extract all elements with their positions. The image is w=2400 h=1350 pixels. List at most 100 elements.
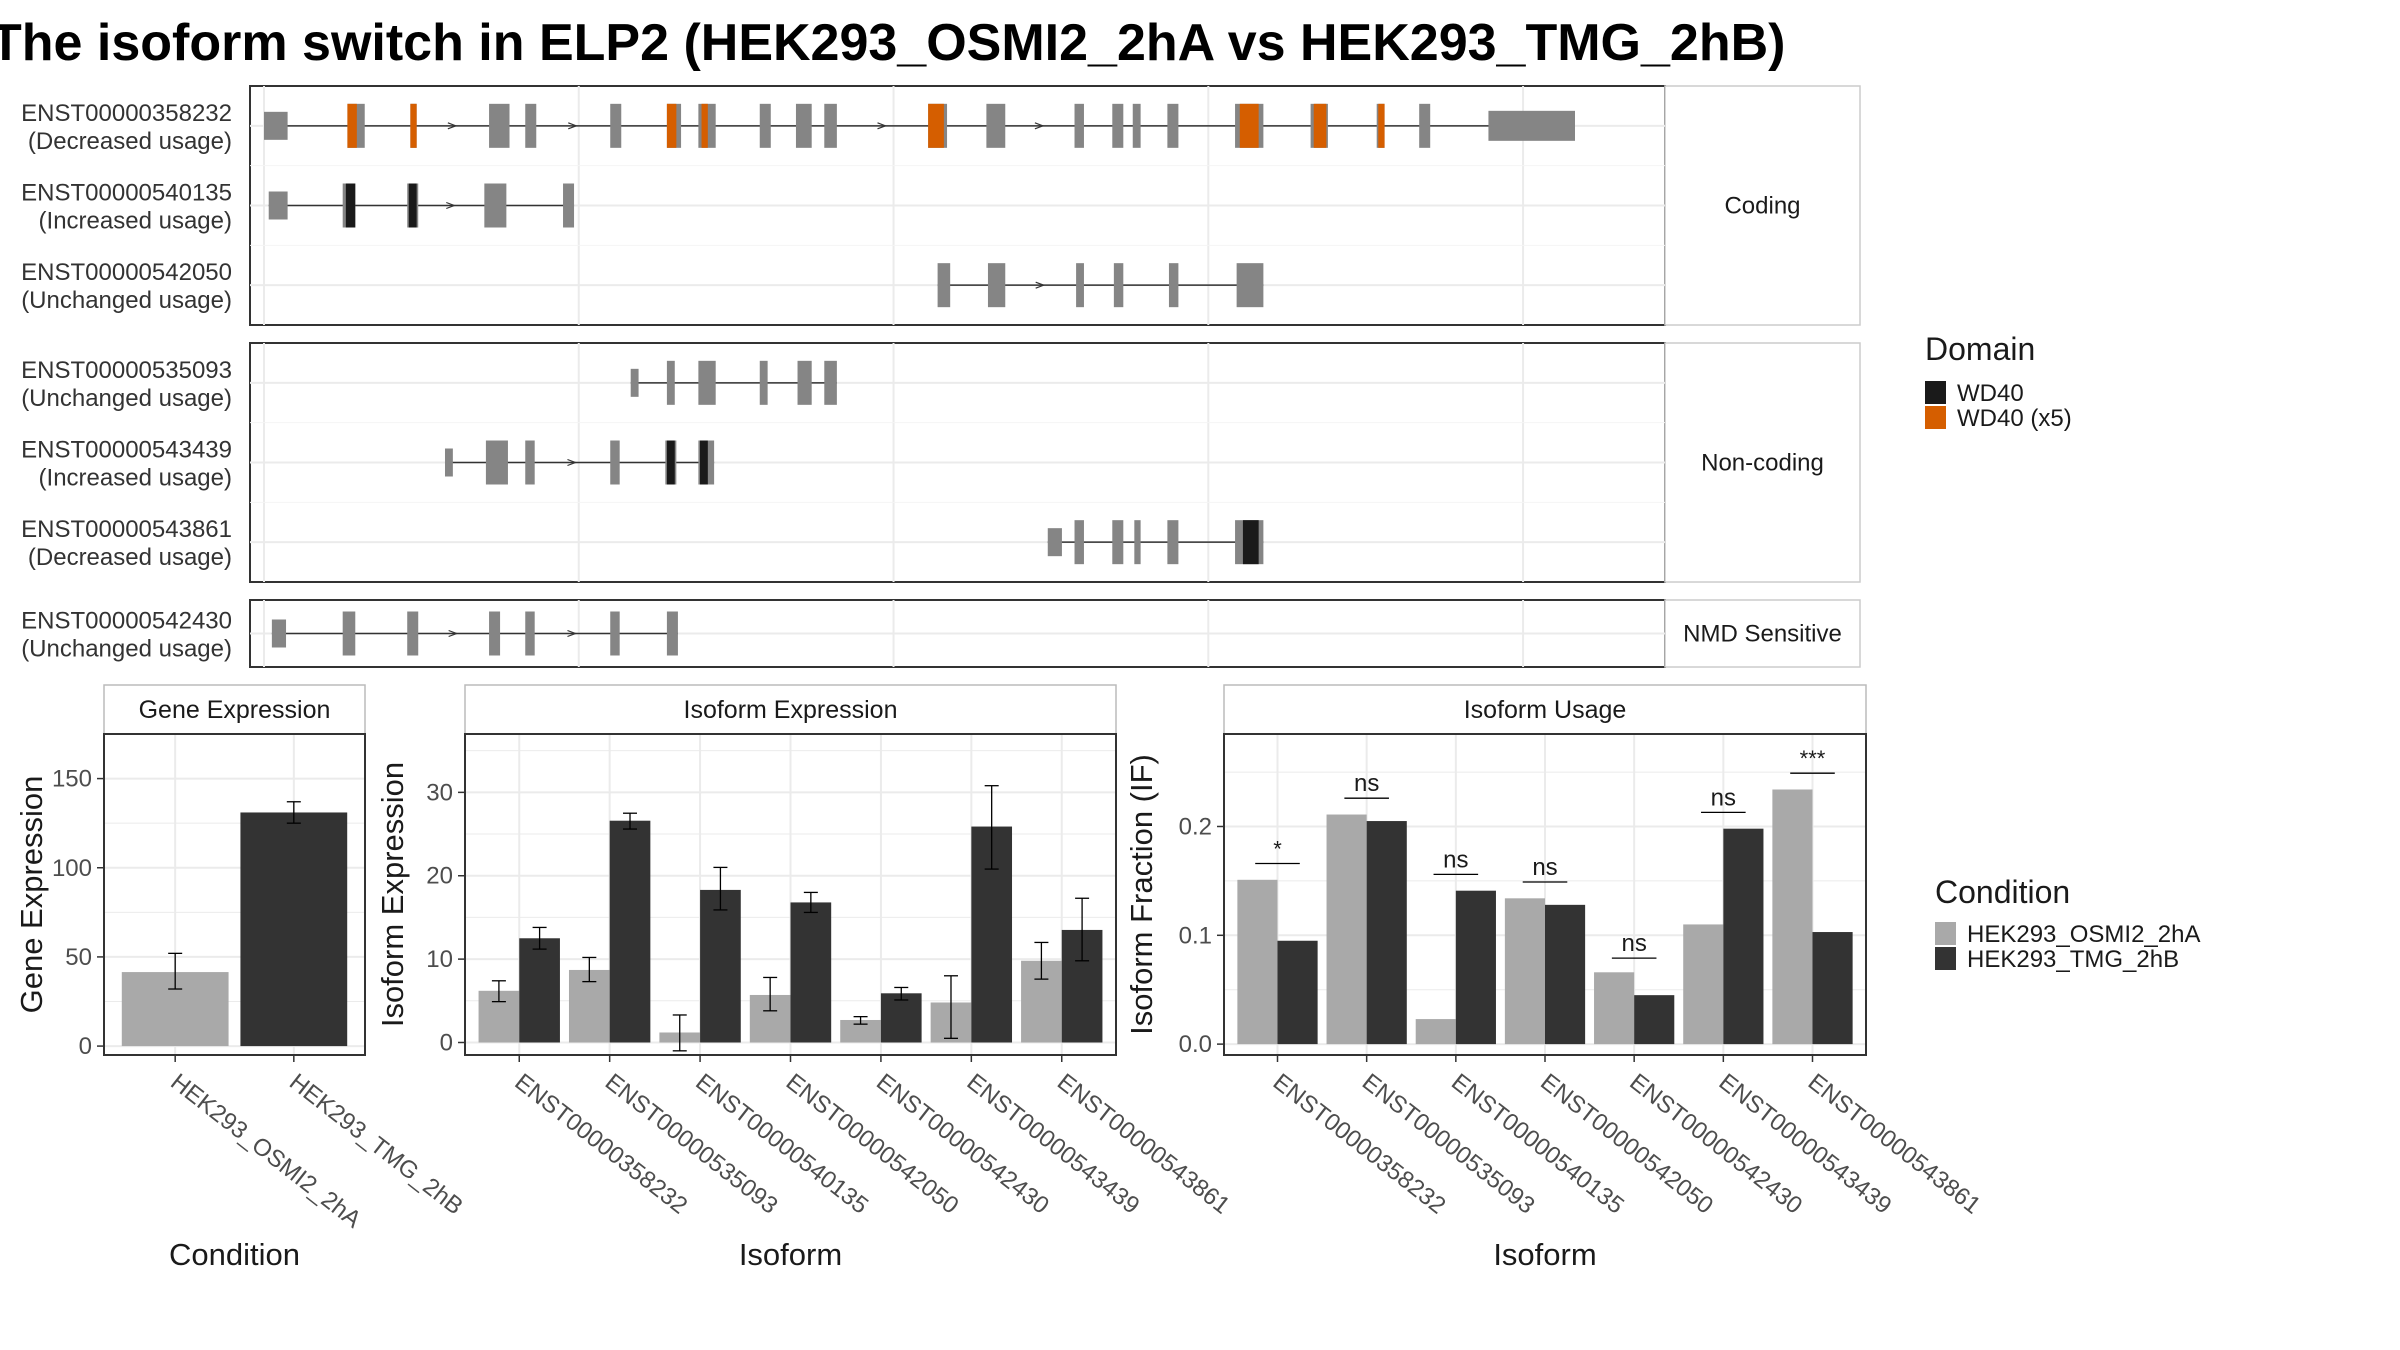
y-tick-label: 50 bbox=[65, 944, 92, 971]
exon bbox=[1047, 528, 1062, 557]
transcript-id-label: ENST00000542050 bbox=[21, 259, 232, 286]
bar bbox=[1594, 972, 1635, 1045]
y-tick-label: 20 bbox=[426, 863, 453, 890]
bar bbox=[240, 812, 348, 1047]
bar bbox=[1237, 879, 1278, 1045]
exon bbox=[1134, 520, 1141, 565]
y-axis-label: Isoform Fraction (IF) bbox=[1124, 754, 1159, 1035]
bar bbox=[1504, 898, 1545, 1045]
bar bbox=[609, 820, 651, 1043]
transcript-id-label: ENST00000542430 bbox=[21, 608, 232, 635]
bar-panel-2: Isoform ExpressionENST00000358232ENST000… bbox=[375, 684, 1235, 1272]
legend-key bbox=[1935, 922, 1956, 945]
exon bbox=[797, 360, 812, 405]
domain-wd40 bbox=[1242, 520, 1259, 565]
exon bbox=[485, 440, 508, 485]
exon bbox=[563, 183, 575, 228]
domain-wd40-x5 bbox=[666, 103, 677, 148]
exon bbox=[264, 111, 288, 140]
domain-wd40-x5 bbox=[347, 103, 357, 148]
exon bbox=[937, 263, 951, 308]
significance-label: ns bbox=[1443, 846, 1468, 873]
legend-key bbox=[1925, 406, 1946, 429]
exon bbox=[698, 360, 716, 405]
bar bbox=[1326, 814, 1367, 1045]
transcript-usage-label: (Decreased usage) bbox=[28, 544, 232, 571]
domain-wd40-x5 bbox=[928, 103, 944, 148]
exon bbox=[987, 263, 1006, 308]
exon bbox=[824, 360, 837, 405]
bar bbox=[519, 938, 560, 1043]
facet-strip bbox=[1664, 342, 1861, 583]
significance-label: ns bbox=[1621, 930, 1646, 957]
direction-arrow bbox=[567, 629, 578, 638]
exon bbox=[666, 360, 675, 405]
transcript-usage-label: (Unchanged usage) bbox=[21, 385, 232, 412]
exon bbox=[795, 103, 812, 148]
exon bbox=[525, 440, 535, 485]
exon bbox=[1074, 103, 1084, 148]
exon bbox=[1112, 520, 1124, 565]
exon bbox=[484, 183, 507, 228]
domain-wd40-x5 bbox=[1239, 103, 1259, 148]
x-tick-label: HEK293_OSMI2_2hA bbox=[165, 1068, 366, 1233]
y-tick-label: 150 bbox=[52, 766, 92, 793]
exon bbox=[1113, 263, 1124, 308]
legend-title: Domain bbox=[1925, 331, 2035, 367]
exon bbox=[759, 103, 771, 148]
legend-label: WD40 (x5) bbox=[1957, 405, 2072, 432]
x-axis-label: Isoform bbox=[1493, 1237, 1596, 1272]
bar bbox=[1277, 940, 1318, 1045]
structure-panel-nmd-sensitive: NMD Sensitive ENST00000542430(Unchanged u… bbox=[21, 599, 1861, 668]
legend-label: HEK293_OSMI2_2hA bbox=[1967, 921, 2200, 948]
exon bbox=[1236, 263, 1264, 308]
y-axis-label: Isoform Expression bbox=[375, 762, 410, 1027]
panel-title: Gene Expression bbox=[139, 696, 331, 724]
bar bbox=[1545, 904, 1586, 1045]
transcript-id-label: ENST00000535093 bbox=[21, 357, 232, 384]
domain-wd40-x5 bbox=[1378, 103, 1385, 148]
y-tick-label: 10 bbox=[426, 946, 453, 973]
transcript-id-label: ENST00000543439 bbox=[21, 437, 232, 464]
panel-border bbox=[464, 733, 1117, 1056]
bar bbox=[700, 889, 741, 1043]
significance-label: ns bbox=[1532, 854, 1557, 881]
legend-label: WD40 bbox=[1957, 380, 2024, 407]
exon bbox=[1419, 103, 1431, 148]
exon bbox=[342, 611, 356, 656]
exon bbox=[1168, 263, 1179, 308]
exon bbox=[1112, 103, 1124, 148]
direction-arrow bbox=[1035, 281, 1046, 289]
transcript-usage-label: (Unchanged usage) bbox=[21, 287, 232, 314]
panel-title: Isoform Expression bbox=[684, 696, 898, 724]
bar bbox=[1723, 828, 1764, 1045]
panel-title: Isoform Usage bbox=[1464, 696, 1627, 724]
bar-panel-3: Isoform Usage*ENST00000358232nsENST00000… bbox=[1124, 684, 1986, 1272]
transcript-id-label: ENST00000358232 bbox=[21, 100, 232, 127]
y-tick-label: 30 bbox=[426, 779, 453, 806]
bar bbox=[1366, 821, 1407, 1045]
exon bbox=[489, 611, 501, 656]
domain-wd40 bbox=[699, 440, 708, 485]
facet-strip bbox=[1664, 85, 1861, 326]
y-tick-label: 0 bbox=[79, 1033, 92, 1060]
exon bbox=[1488, 110, 1575, 141]
exon bbox=[610, 611, 620, 656]
significance-label: ns bbox=[1711, 784, 1736, 811]
exon bbox=[268, 191, 288, 220]
bar bbox=[1812, 932, 1853, 1045]
facet-label: Coding bbox=[1724, 193, 1800, 220]
direction-arrow bbox=[568, 122, 578, 130]
domain-wd40-x5 bbox=[701, 103, 708, 148]
panel-title-strip bbox=[464, 684, 1117, 735]
y-tick-label: 100 bbox=[52, 855, 92, 882]
legend-label: HEK293_TMG_2hB bbox=[1967, 946, 2179, 973]
panel-border bbox=[103, 733, 366, 1056]
legend-key bbox=[1935, 947, 1956, 970]
exon bbox=[525, 103, 537, 148]
significance-label: *** bbox=[1800, 746, 1826, 771]
transcript-usage-label: (Increased usage) bbox=[39, 465, 232, 492]
domain-wd40-x5 bbox=[410, 103, 417, 148]
exon bbox=[1167, 103, 1179, 148]
